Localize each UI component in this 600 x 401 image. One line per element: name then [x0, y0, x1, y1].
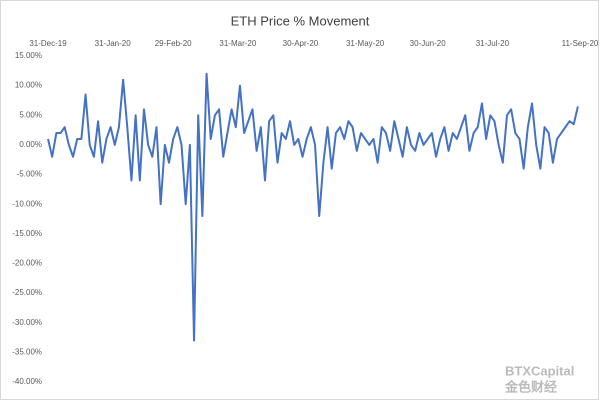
watermark: BTXCapital	[505, 363, 574, 378]
y-tick-label: -35.00%	[12, 347, 42, 356]
x-tick-label: 31-Jan-20	[95, 39, 132, 48]
x-tick-label: 31-Jul-20	[476, 39, 510, 48]
y-tick-label: 0.00%	[19, 140, 42, 149]
y-tick-label: -10.00%	[12, 199, 42, 208]
y-tick-label: 10.00%	[15, 81, 42, 90]
y-tick-label: -15.00%	[12, 229, 42, 238]
x-tick-label: 31-Mar-20	[219, 39, 256, 48]
y-tick-label: -25.00%	[12, 288, 42, 297]
y-tick-label: 15.00%	[15, 51, 42, 60]
y-tick-label: -5.00%	[17, 170, 42, 179]
x-tick-label: 31-Dec-19	[29, 39, 67, 48]
y-tick-label: 5.00%	[19, 110, 42, 119]
x-tick-label: 11-Sep-20	[562, 39, 599, 48]
x-tick-label: 31-May-20	[346, 39, 385, 48]
x-tick-label: 30-Apr-20	[283, 39, 319, 48]
y-tick-label: -20.00%	[12, 259, 42, 268]
y-tick-label: -30.00%	[12, 318, 42, 327]
y-tick-label: -40.00%	[12, 377, 42, 386]
chart-title: ETH Price % Movement	[231, 13, 370, 28]
x-tick-label: 30-Jun-20	[410, 39, 447, 48]
x-tick-label: 29-Feb-20	[155, 39, 192, 48]
price-line	[47, 72, 579, 342]
watermark: 金色财经	[504, 379, 557, 394]
